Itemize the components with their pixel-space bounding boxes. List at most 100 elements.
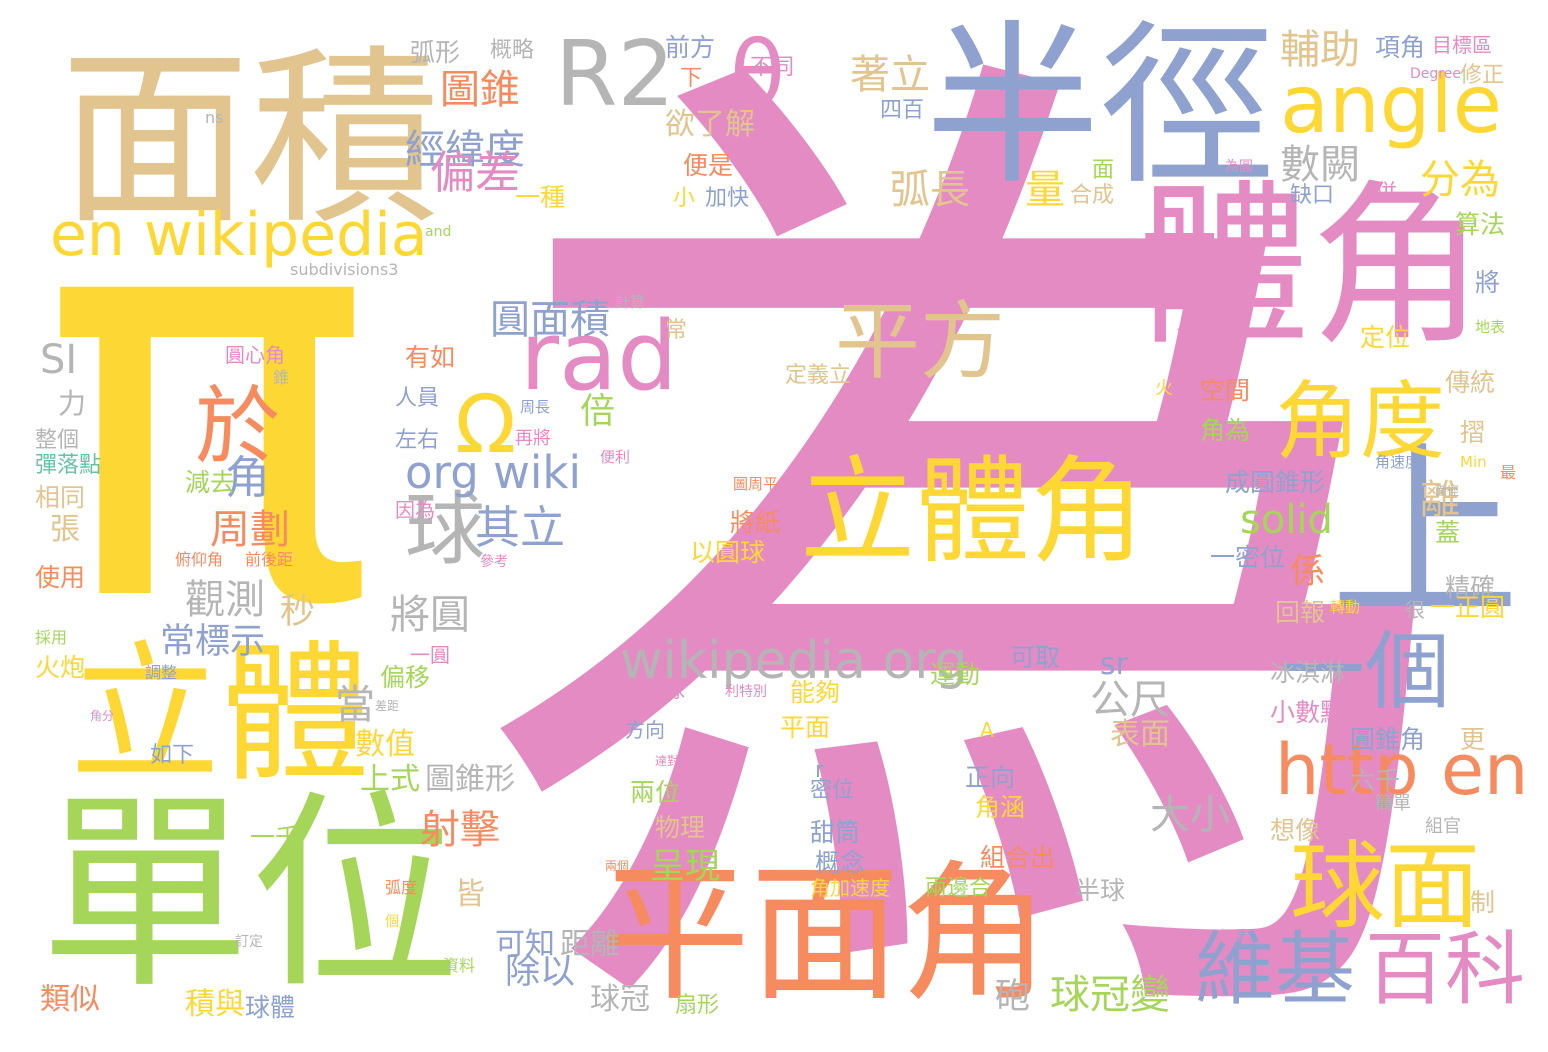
cloud-word: 公尺 — [1090, 677, 1170, 723]
cloud-word: 目標區 — [1432, 33, 1492, 57]
cloud-word: 兩邊合 — [925, 876, 992, 901]
cloud-word: 角分 — [90, 709, 115, 723]
cloud-word: 資料 — [443, 956, 476, 975]
cloud-word: 計算 — [615, 293, 646, 311]
cloud-word: 一密位 — [1210, 543, 1286, 572]
cloud-word: 呈現 — [650, 847, 721, 887]
cloud-word: 採用 — [35, 628, 68, 647]
cloud-word: 空間 — [1200, 376, 1251, 405]
cloud-word: 誤差 — [1220, 929, 1248, 945]
cloud-word: 密位 — [810, 778, 855, 803]
cloud-word: 前方 — [665, 33, 716, 62]
cloud-word: 四百 — [880, 98, 925, 123]
cloud-word: 缺口 — [1290, 183, 1335, 208]
cloud-word: 為 — [470, 0, 1480, 1052]
cloud-word: 組官 — [1425, 816, 1461, 837]
cloud-word: 將紙 — [730, 508, 781, 537]
cloud-word: 能夠 — [790, 678, 841, 707]
cloud-word: 類似 — [40, 982, 100, 1017]
cloud-word: org wiki — [405, 446, 581, 499]
cloud-word: wikipedia org — [620, 631, 968, 691]
cloud-word: 火炮 — [35, 653, 86, 682]
cloud-word: 因為 — [395, 498, 435, 522]
cloud-word: R2 — [555, 22, 675, 127]
cloud-word: 有如 — [405, 343, 456, 372]
cloud-word: 蓋 — [1435, 518, 1461, 547]
cloud-word: 將 — [1475, 268, 1501, 297]
cloud-word: 倍 — [580, 392, 616, 432]
cloud-word: 一圓 — [410, 643, 450, 667]
cloud-word: 球冠變 — [1050, 972, 1170, 1018]
cloud-word: 弧度 — [385, 878, 418, 897]
cloud-word: 制 — [1470, 888, 1496, 917]
cloud-word: 定位 — [1360, 323, 1411, 352]
cloud-word: 六千 — [1350, 766, 1401, 795]
cloud-word: 砲 — [995, 977, 1031, 1017]
cloud-word: 圖錐形 — [425, 762, 515, 797]
cloud-word: θ — [730, 22, 786, 127]
cloud-word: 可取 — [1010, 643, 1061, 672]
cloud-word: 概念 — [815, 848, 866, 877]
cloud-word: 兩位 — [630, 778, 681, 807]
cloud-word: 成圓錐形 — [1225, 468, 1326, 497]
cloud-word: 差距 — [375, 699, 400, 713]
cloud-word: 數闕 — [1280, 142, 1360, 188]
cloud-word: 觀測 — [185, 577, 265, 623]
cloud-word: 大小 — [1150, 792, 1230, 838]
cloud-word: 圖錐 — [440, 67, 520, 113]
cloud-word: 上 — [1330, 424, 1521, 645]
cloud-word: 一千 — [250, 823, 301, 852]
cloud-word: 很 — [1405, 598, 1425, 622]
cloud-word: 減去 — [185, 468, 236, 497]
cloud-word: 數值 — [355, 727, 415, 762]
cloud-word: 小數點 — [1270, 698, 1346, 727]
cloud-word: 秒 — [280, 592, 316, 632]
cloud-word: 加快 — [705, 186, 750, 211]
cloud-word: 彈落點 — [35, 453, 102, 478]
cloud-word: 便是 — [683, 151, 734, 180]
cloud-word: 面積 — [60, 29, 441, 250]
cloud-word: http en — [1275, 729, 1529, 811]
cloud-word: 角速度 — [1375, 453, 1421, 471]
cloud-word: 球體 — [245, 993, 296, 1022]
cloud-word: 扇形 — [675, 993, 720, 1018]
cloud-word: 人員 — [395, 386, 440, 411]
cloud-word: 面徑 — [1435, 484, 1460, 498]
cloud-word: 表面 — [1110, 717, 1170, 752]
cloud-word: 下 — [680, 66, 703, 91]
cloud-word: π — [40, 74, 378, 726]
cloud-word: 圓面積 — [490, 297, 610, 343]
cloud-word: 達對 — [655, 754, 680, 768]
cloud-word: 角 — [225, 451, 271, 504]
cloud-word: en wikipedia — [50, 200, 428, 270]
cloud-word: A — [980, 718, 994, 742]
cloud-word: 甜筒 — [810, 818, 861, 847]
cloud-word: 積與 — [185, 987, 245, 1022]
cloud-word: 併 — [1375, 181, 1398, 206]
cloud-word: 於 — [195, 378, 281, 477]
cloud-word: 半圓球 — [625, 678, 685, 702]
cloud-word: 皆 — [455, 877, 485, 912]
cloud-word: 球冠 — [590, 982, 650, 1017]
cloud-word: 維基 — [1195, 923, 1355, 1016]
cloud-word: 便利 — [600, 448, 631, 466]
cloud-word: 單位 — [40, 772, 461, 1017]
cloud-word: Degree — [1410, 66, 1461, 82]
cloud-word: 最 — [1500, 463, 1517, 482]
cloud-word: r — [815, 758, 825, 783]
cloud-word: 方向 — [625, 718, 665, 742]
cloud-word: 半徑 — [925, 6, 1275, 209]
cloud-word: 物理 — [655, 813, 706, 842]
cloud-word: 除以 — [505, 952, 576, 992]
cloud-word: 兩個 — [605, 859, 630, 873]
cloud-word: 離 — [1420, 477, 1460, 523]
cloud-word: 相同 — [35, 483, 86, 512]
cloud-word: 著立 — [850, 52, 930, 98]
cloud-word: Min — [1460, 453, 1487, 471]
cloud-word: 弧長 — [890, 167, 970, 213]
cloud-word: 輔助 — [1280, 27, 1360, 73]
cloud-word: 平面 — [780, 713, 831, 742]
cloud-word: 偏移 — [380, 663, 431, 692]
cloud-word: Ω — [455, 378, 517, 471]
